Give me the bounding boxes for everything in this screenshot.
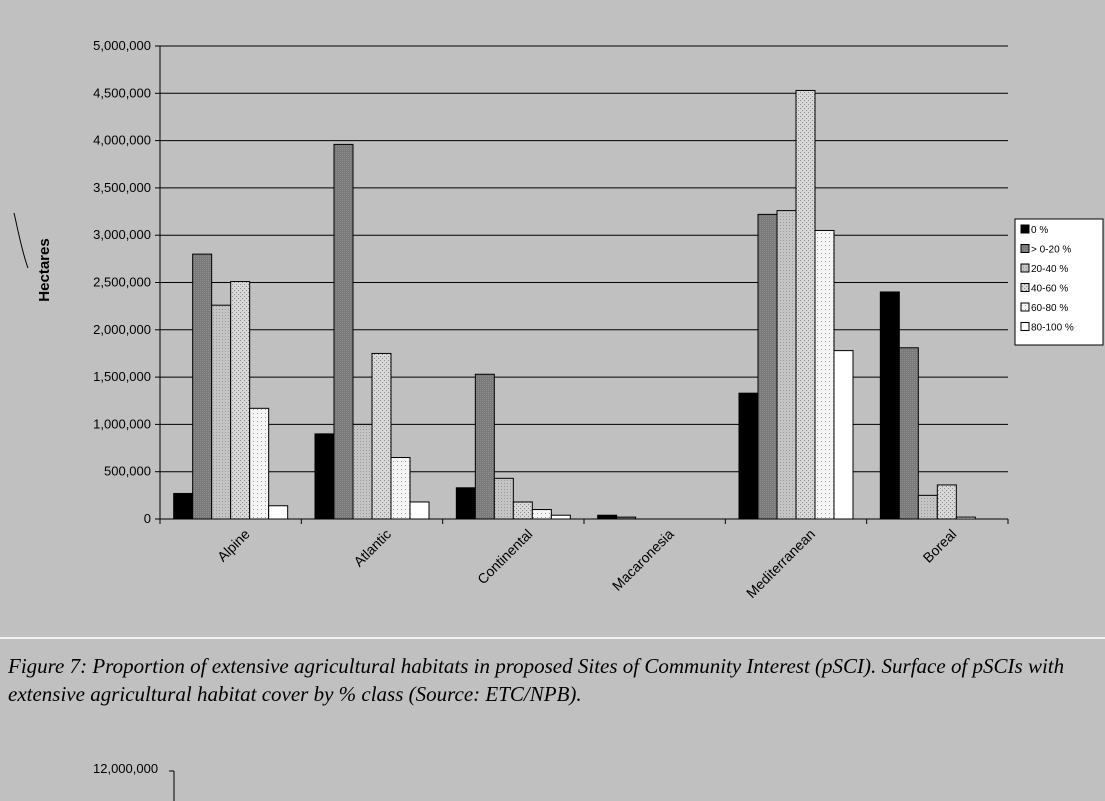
y-tick-label: 500,000 [104, 464, 151, 479]
bar [371, 352, 392, 520]
bar [409, 501, 430, 520]
chart-panel: 0 500,000 1,000,000 1,500,000 2,000,000 2,500… [13, 38, 1104, 601]
stray-pen-mark [13, 212, 29, 269]
x-category-label: Alpine [214, 526, 253, 565]
legend-swatch [1020, 224, 1030, 234]
bar [550, 514, 571, 520]
bar [512, 501, 533, 520]
y-tick-label: 4,000,000 [93, 133, 151, 148]
bar [173, 492, 194, 520]
bar [597, 514, 618, 520]
legend: 0 % > 0-20 % 20-40 % 40-60 % 60-80 % 80-100 % [1014, 218, 1104, 346]
bar [192, 253, 213, 520]
y-tick-label: 3,000,000 [93, 227, 151, 242]
y-tick-label: 2,500,000 [93, 275, 151, 290]
bar [898, 347, 919, 520]
bar [249, 407, 270, 520]
bar [268, 505, 289, 520]
bar [493, 477, 514, 520]
legend-label: 80-100 % [1031, 323, 1074, 334]
y-tick-label: 1,500,000 [93, 369, 151, 384]
y-tick-label: 2,000,000 [93, 322, 151, 337]
divider [0, 637, 1105, 639]
legend-label: 0 % [1031, 225, 1048, 236]
bar [230, 281, 251, 520]
bar [738, 392, 759, 520]
y-tick-labels: 0 500,000 1,000,000 1,500,000 2,000,000 2,500… [93, 38, 151, 526]
y-tick-label: 0 [144, 511, 151, 526]
axes [159, 46, 1009, 524]
legend-label: 60-80 % [1031, 303, 1068, 314]
legend-swatch [1020, 302, 1030, 312]
bar [833, 350, 854, 520]
y-tick-label: 1,000,000 [93, 416, 151, 431]
bar [455, 487, 476, 520]
bar [795, 89, 816, 520]
y-tick-label: 5,000,000 [93, 38, 151, 53]
legend-swatch [1020, 263, 1030, 273]
bar [211, 304, 232, 520]
bar [814, 229, 835, 520]
bar [879, 291, 900, 520]
bar [917, 494, 938, 520]
bar [757, 213, 778, 520]
bar-chart: 0 500,000 1,000,000 1,500,000 2,000,000 2,500… [13, 38, 1104, 601]
bar [333, 143, 354, 520]
next-chart-tick-label: 12,000,000 [93, 761, 159, 776]
legend-label: > 0-20 % [1031, 245, 1071, 256]
legend-label: 40-60 % [1031, 284, 1068, 295]
bar [314, 433, 335, 520]
category-labels: Alpine Atlantic Continental Macaronesia Medi… [214, 526, 960, 601]
bar [776, 210, 797, 520]
bar [390, 457, 411, 520]
y-axis-label: Hectares [36, 238, 53, 301]
bar [936, 484, 957, 520]
figure-caption: Figure 7: Proportion of extensive agricu… [8, 654, 1065, 706]
gridlines [155, 45, 1008, 520]
legend-box [1014, 218, 1104, 346]
legend-swatch [1020, 322, 1030, 331]
y-tick-label: 4,500,000 [93, 85, 151, 100]
x-category-label: Boreal [920, 526, 960, 566]
x-category-label: Macaronesia [609, 526, 677, 594]
bar [352, 423, 373, 520]
legend-swatch [1020, 244, 1030, 253]
bars [173, 89, 976, 520]
bar [531, 509, 552, 520]
legend-swatch [1020, 283, 1030, 292]
bar [474, 373, 495, 520]
y-tick-label: 3,500,000 [93, 180, 151, 195]
x-category-label: Atlantic [350, 526, 394, 570]
x-category-label: Mediterranean [743, 526, 818, 601]
legend-label: 20-40 % [1031, 264, 1068, 275]
x-category-label: Continental [474, 526, 535, 587]
